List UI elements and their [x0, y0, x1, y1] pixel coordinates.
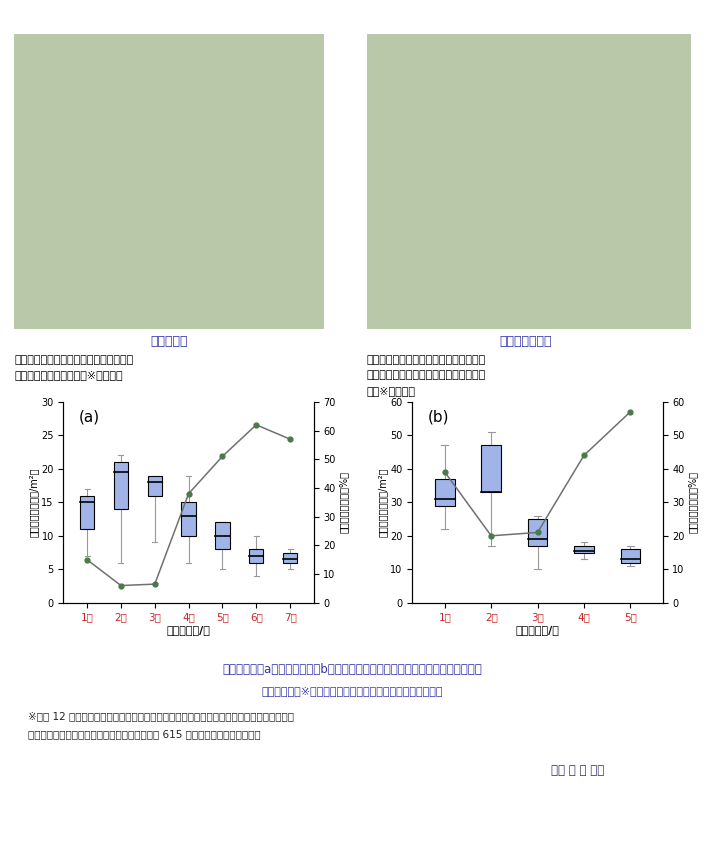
Y-axis label: イネ科相対被度（%）: イネ科相対被度（%） [687, 471, 697, 534]
X-axis label: 刈払い頻度/年: 刈払い頻度/年 [166, 625, 211, 635]
Text: 図１　畦畔: 図１ 畦畔 [150, 335, 188, 348]
Text: (b): (b) [427, 410, 449, 425]
Bar [283, 552, 297, 563]
Bar [114, 462, 128, 509]
Text: 広島県、徳島県、福岡県、熊本県）、地点数 615 地点の植生データを使用。: 広島県、徳島県、福岡県、熊本県）、地点数 615 地点の植生データを使用。 [28, 729, 261, 740]
Bar [482, 445, 501, 492]
Text: (a): (a) [78, 410, 99, 425]
Bar [249, 549, 264, 563]
Bar [574, 545, 594, 552]
Bar [181, 503, 196, 536]
Text: 城）※黄色部分: 城）※黄色部分 [367, 386, 416, 396]
Bar [528, 519, 547, 545]
Text: 様性に富む畦畔（岩手）※黄色部分: 様性に富む畦畔（岩手）※黄色部分 [14, 370, 123, 380]
Text: 様性に富む水田に隣接した斜面草地（茨: 様性に富む水田に隣接した斜面草地（茨 [367, 370, 486, 380]
Text: 図２　斜面草地: 図２ 斜面草地 [499, 335, 551, 348]
Bar [147, 475, 162, 496]
X-axis label: 刈払い頻度/年: 刈払い頻度/年 [515, 625, 560, 635]
Y-axis label: イネ科相対被度（%）: イネ科相対被度（%） [338, 471, 348, 534]
Text: ※全国 12 地域（岩手県、山形県、石川県、栃木県、茨城県、静岡県、兵庫県、和歌山県、: ※全国 12 地域（岩手県、山形県、石川県、栃木県、茨城県、静岡県、兵庫県、和歌… [28, 711, 294, 722]
Bar [215, 522, 230, 549]
Bar [620, 549, 640, 563]
Y-axis label: 在来植物種数（種/m²）: 在来植物種数（種/m²） [378, 468, 388, 537]
Y-axis label: 在来植物種数（種/m²）: 在来植物種数（種/m²） [28, 468, 39, 537]
Text: 在来植物種数※：箱ひげ図、イネ科相対被度：折れ線グラフ: 在来植物種数※：箱ひげ図、イネ科相対被度：折れ線グラフ [262, 686, 443, 696]
Bar [435, 479, 455, 505]
Text: 年２回刈りを実施している在来植物の多: 年２回刈りを実施している在来植物の多 [14, 355, 133, 365]
Text: 図３　畦畔（a）と斜面草地（b）における刈払い頻度と植物の在来種数との関係: 図３ 畦畔（a）と斜面草地（b）における刈払い頻度と植物の在来種数との関係 [223, 663, 482, 675]
Text: 年２回刈りを実施している在来植物の多: 年２回刈りを実施している在来植物の多 [367, 355, 486, 365]
Text: （楠 本 良 延）: （楠 本 良 延） [551, 764, 605, 776]
Bar [80, 496, 94, 529]
